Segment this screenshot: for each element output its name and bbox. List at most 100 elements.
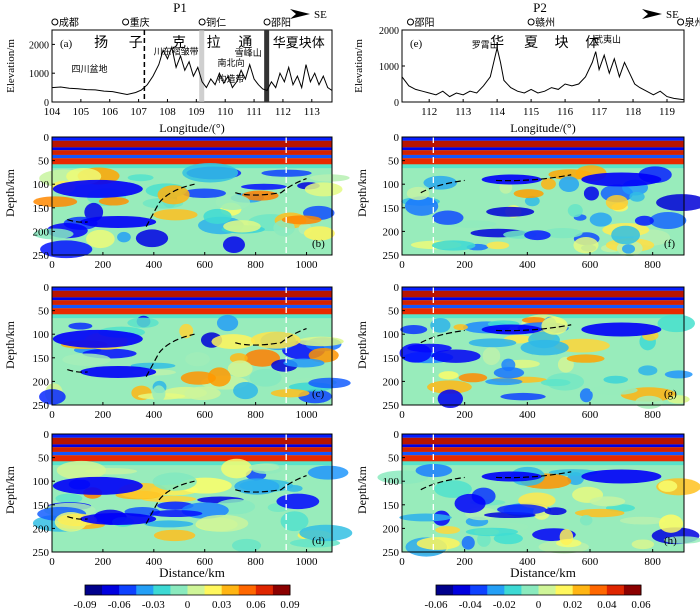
city-marker-1 — [122, 18, 130, 26]
anomaly-blob-33 — [493, 367, 525, 379]
colorbar-tick-4: 0.03 — [212, 599, 232, 611]
layer-band-5 — [402, 158, 684, 165]
anomaly-blob-32 — [611, 225, 641, 245]
colorbar-tick-0: -0.06 — [425, 599, 448, 611]
anomaly-blob-26 — [283, 358, 325, 368]
low-body-2 — [481, 471, 542, 482]
anomaly-blob-16 — [638, 365, 658, 376]
section-xtick-label-5: 1000 — [296, 409, 319, 421]
section-xtick-label-0: 0 — [49, 259, 55, 271]
colorbar-tick-3: 0 — [185, 599, 191, 611]
anomaly-blob-24 — [308, 347, 339, 363]
anomaly-blob-34 — [559, 528, 574, 546]
section-xtick-label-0: 0 — [399, 409, 405, 421]
layer-band-5 — [52, 455, 332, 462]
anomaly-blob-21 — [540, 178, 556, 190]
anomaly-blob-21 — [461, 536, 475, 550]
colorbar-tick-3: 0 — [536, 599, 542, 611]
anomaly-blob-34 — [127, 174, 154, 182]
colorbar-cell-6 — [538, 585, 557, 595]
anomaly-blob-18 — [297, 336, 344, 347]
anomaly-blob-12 — [524, 195, 540, 207]
interpreted-boundary — [420, 324, 572, 344]
colorbar-cell-3 — [136, 585, 154, 595]
layer-band-3 — [52, 300, 332, 305]
layer-band-2 — [402, 444, 684, 448]
elevation-plot-p2: 华 夏 块体 罗霄山 武夷山 112 113 114 115 116 117 118 119 0 1000 2… — [379, 16, 700, 118]
section-ytick-label-1: 50 — [388, 156, 400, 168]
anomaly-blob-4 — [244, 349, 281, 367]
anomaly-blob-4 — [55, 493, 83, 504]
elev-xtick-label-2: 114 — [489, 106, 506, 118]
layer-band-1 — [52, 290, 332, 298]
city-marker-0 — [406, 18, 414, 26]
direction-arrow-p2 — [642, 9, 662, 19]
anomaly-blob-31 — [558, 176, 580, 192]
anomaly-blob-8 — [664, 370, 693, 379]
elev-ytick-label-1: 1000 — [29, 69, 49, 80]
colorbar-tick-1: -0.04 — [459, 599, 482, 611]
anomaly-blob-39 — [486, 206, 535, 217]
section-xtick-label-2: 400 — [146, 409, 163, 421]
section-xlabel-right: Distance/km — [510, 565, 576, 580]
anomaly-blob-9 — [400, 324, 428, 335]
colorbar-cell-4 — [504, 585, 522, 595]
elev-ytick-label-2: 2000 — [379, 26, 399, 37]
section-ytick-label-5: 250 — [33, 250, 50, 262]
section-ytick-label-0: 0 — [44, 132, 50, 144]
low-body-1 — [581, 322, 662, 337]
block-char-1: 子 — [129, 35, 143, 51]
elev-xtick-label-8: 112 — [275, 106, 291, 118]
section-ytick-label-2: 100 — [383, 329, 400, 341]
section-ylabel-b: Depth/km — [3, 168, 17, 217]
section-xtick-label-0: 0 — [49, 556, 55, 568]
section-ylabel-c: Depth/km — [3, 320, 17, 369]
anomaly-blob-30 — [304, 182, 343, 197]
layer-band-2 — [52, 297, 332, 301]
elev-xtick-label-4: 116 — [557, 106, 574, 118]
colorbar-left: -0.09 -0.06 -0.03 0 0.03 0.06 0.09 — [74, 584, 300, 611]
section-ytick-label-3: 150 — [383, 500, 400, 512]
anomaly-blob-35 — [485, 378, 523, 386]
boundary-band-dark — [264, 30, 270, 102]
anomaly-blob-36 — [308, 377, 351, 389]
anomaly-blob-23 — [127, 317, 159, 328]
layer-band-4 — [402, 451, 684, 456]
layer-band-5 — [402, 455, 684, 462]
section-ytick-label-3: 150 — [383, 203, 400, 215]
anomaly-blob-30 — [434, 480, 472, 498]
elev-ytick-label-2: 2000 — [29, 40, 49, 51]
anomaly-blob-24 — [589, 212, 612, 227]
layer-band-0 — [52, 434, 332, 438]
anomaly-blob-32 — [40, 240, 93, 259]
anomaly-blob-0 — [222, 236, 245, 254]
low-body-2 — [80, 215, 157, 228]
section-xtick-label-3: 600 — [196, 556, 213, 568]
anomaly-blob-22 — [482, 346, 501, 366]
anomaly-blob-34 — [453, 324, 468, 331]
anomaly-blob-25 — [273, 219, 295, 237]
region-label-2: 雪峰山 — [235, 48, 262, 58]
anomaly-blob-30 — [211, 334, 256, 350]
layer-band-1 — [52, 140, 332, 148]
layer-band-2 — [402, 297, 684, 301]
anomaly-blob-4 — [153, 209, 198, 221]
elev-xtick-label-6: 118 — [625, 106, 642, 118]
section-xtick-label-4: 800 — [247, 409, 264, 421]
section-letter: (c) — [312, 388, 325, 400]
colorbar-cell-9 — [238, 585, 257, 595]
section-xtick-label-1: 200 — [456, 409, 473, 421]
anomaly-blob-44 — [152, 472, 197, 491]
section-ytick-label-1: 50 — [38, 156, 50, 168]
anomaly-blob-39 — [184, 386, 221, 401]
section-letter: (g) — [664, 388, 677, 400]
city-label-1: 赣州 — [535, 16, 555, 29]
anomaly-blob-17 — [431, 349, 481, 363]
section-ytick-label-1: 50 — [388, 306, 400, 318]
section-ytick-label-5: 250 — [33, 547, 50, 559]
anomaly-blob-7 — [185, 352, 210, 367]
